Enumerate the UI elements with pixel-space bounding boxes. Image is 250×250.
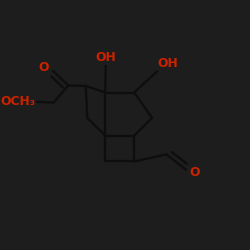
Text: OCH₃: OCH₃ (0, 95, 35, 108)
Text: OH: OH (95, 51, 116, 64)
Text: O: O (38, 61, 49, 74)
Text: OH: OH (158, 57, 178, 70)
Text: O: O (190, 166, 200, 179)
